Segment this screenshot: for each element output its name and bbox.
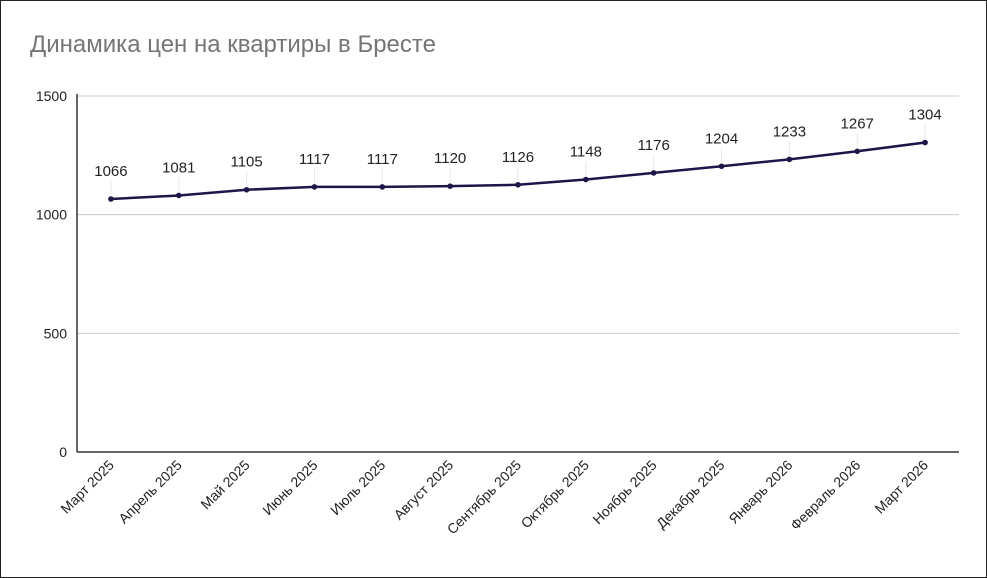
data-label: 1267 xyxy=(841,115,874,132)
data-point xyxy=(515,181,521,188)
y-tick-label: 1500 xyxy=(36,88,67,104)
x-tick-label: Январь 2026 xyxy=(725,457,795,527)
data-label: 1120 xyxy=(434,150,466,167)
data-point xyxy=(175,192,182,199)
data-label: 1126 xyxy=(502,149,534,166)
y-tick-label: 500 xyxy=(44,325,68,341)
data-label: 1117 xyxy=(367,151,398,168)
data-point xyxy=(786,156,793,163)
data-label: 1204 xyxy=(705,130,738,147)
data-label: 1233 xyxy=(773,123,806,140)
data-point xyxy=(650,170,657,176)
y-tick-label: 1000 xyxy=(36,207,67,223)
x-tick-label: Декабрь 2025 xyxy=(653,457,728,532)
data-point xyxy=(718,163,725,170)
data-point xyxy=(922,139,928,146)
x-tick-label: Июль 2025 xyxy=(327,457,388,518)
data-point xyxy=(311,184,318,190)
data-label: 1066 xyxy=(94,163,127,180)
x-tick-label: Сентябрь 2025 xyxy=(444,457,525,538)
x-tick-label: Июнь 2025 xyxy=(259,457,320,518)
x-tick-label: Март 2025 xyxy=(57,457,117,517)
x-tick-label: Апрель 2025 xyxy=(115,457,185,527)
data-label: 1304 xyxy=(908,107,941,124)
data-label: 1081 xyxy=(162,159,195,176)
data-label: 1176 xyxy=(638,137,670,154)
data-label: 1148 xyxy=(570,144,602,161)
data-label: 1105 xyxy=(230,154,262,171)
x-tick-label: Май 2025 xyxy=(197,457,253,513)
data-point xyxy=(854,148,861,155)
x-tick-label: Октябрь 2025 xyxy=(518,457,593,532)
data-point xyxy=(447,183,453,189)
data-point xyxy=(108,196,114,202)
x-tick-label: Февраль 2026 xyxy=(787,457,863,533)
x-tick-label: Март 2026 xyxy=(871,457,931,517)
x-tick-label: Ноябрь 2025 xyxy=(589,457,660,528)
chart-title: Динамика цен на квартиры в Бресте xyxy=(30,31,436,58)
data-point xyxy=(583,176,589,183)
data-point xyxy=(243,186,250,193)
x-tick-label: Август 2025 xyxy=(390,457,456,523)
data-label: 1117 xyxy=(299,151,330,168)
data-point xyxy=(379,184,386,190)
y-tick-label: 0 xyxy=(59,444,67,460)
